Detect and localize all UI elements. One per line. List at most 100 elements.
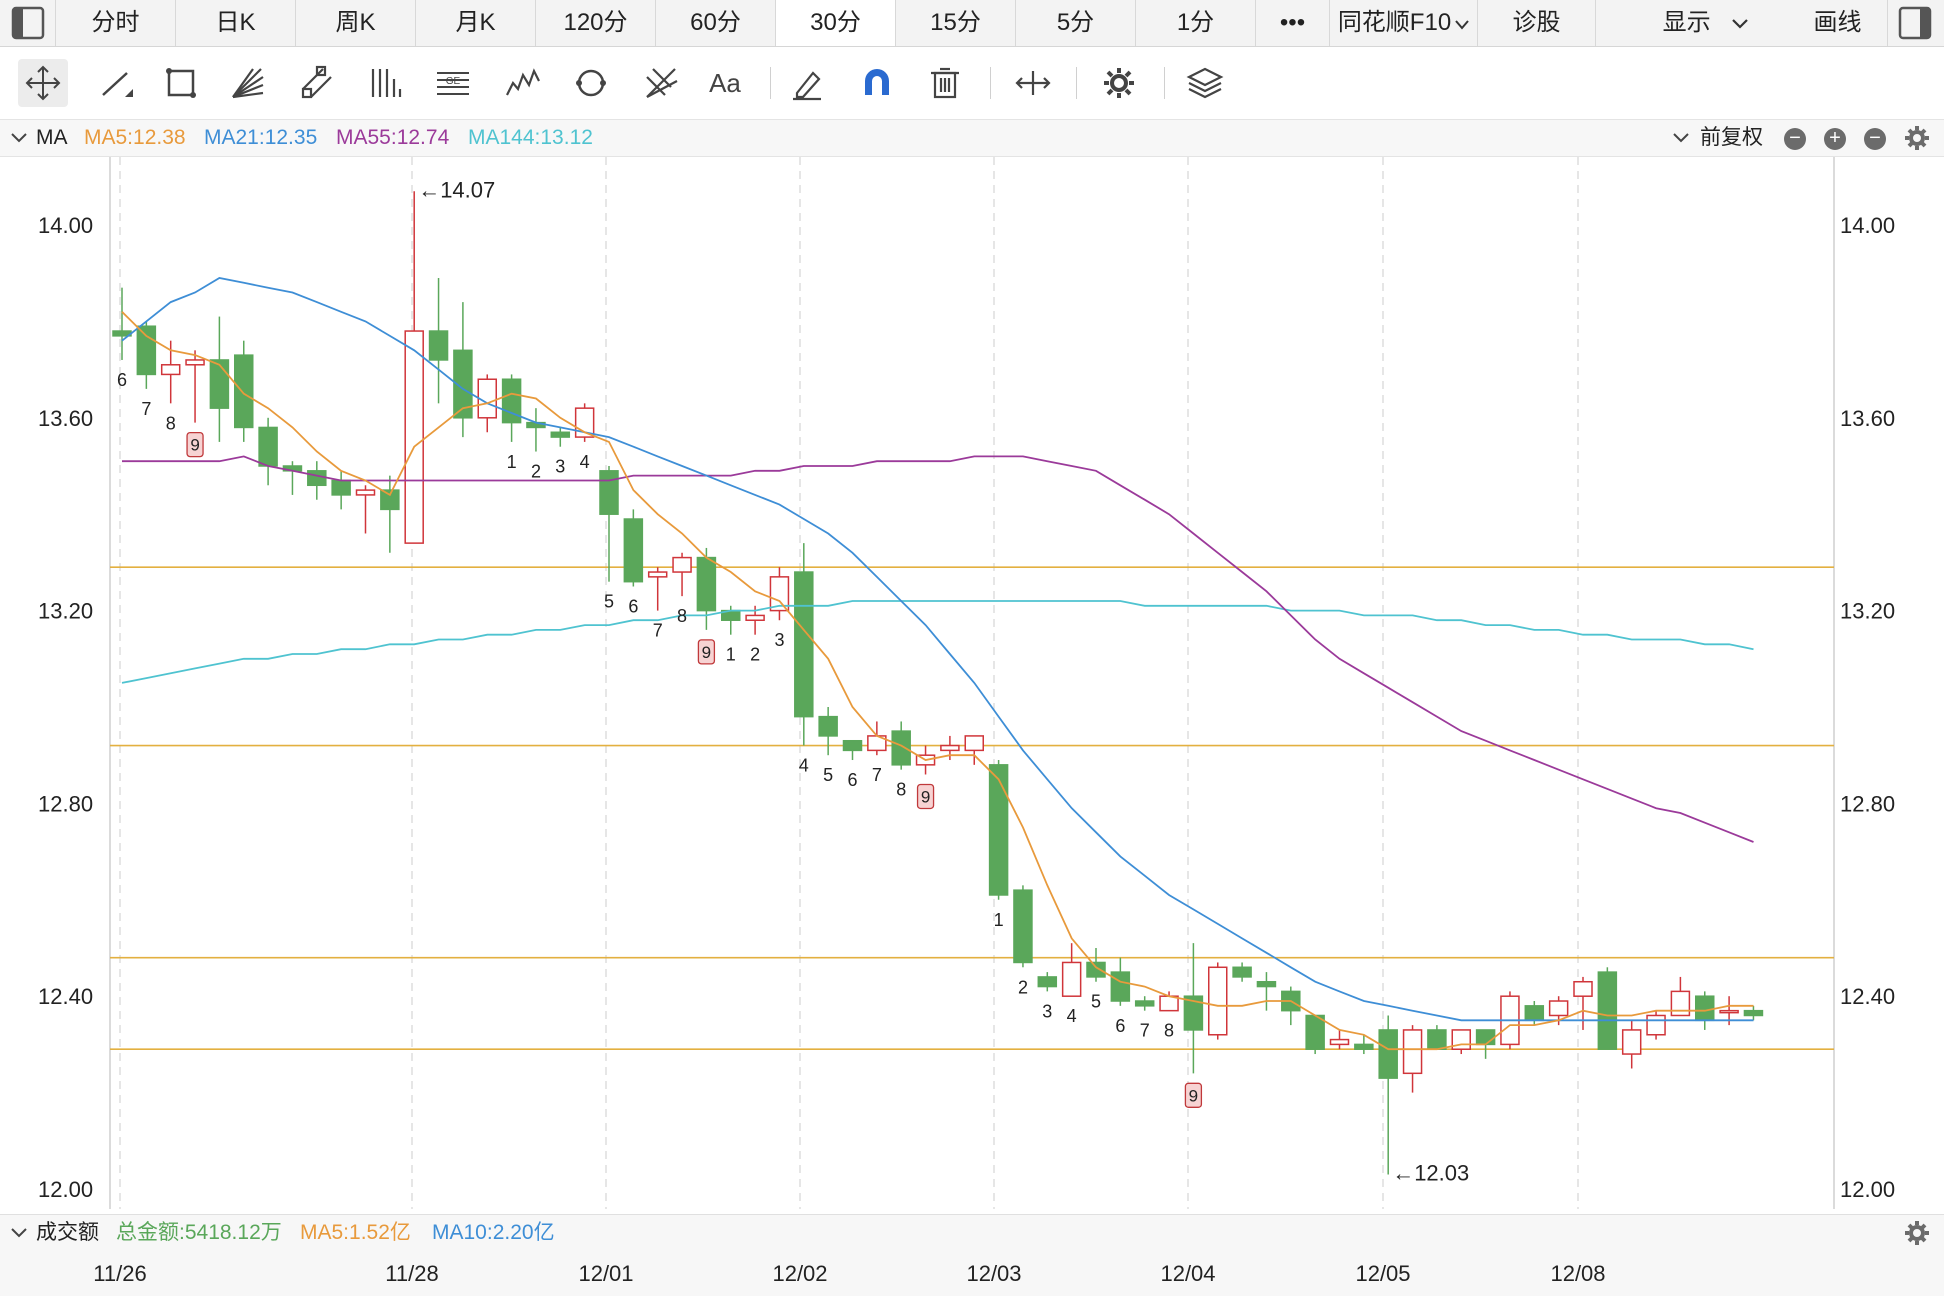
eraser-icon[interactable]	[782, 59, 832, 107]
line-tool-icon[interactable]	[92, 59, 142, 107]
tab-period-4[interactable]: 120分	[536, 0, 656, 46]
candle[interactable]	[1134, 996, 1155, 1011]
candle[interactable]	[1402, 1025, 1423, 1093]
move-cross-icon[interactable]	[18, 59, 68, 107]
tab-period-0[interactable]: 分时	[56, 0, 176, 46]
tab-period-7[interactable]: 15分	[896, 0, 1016, 46]
candle[interactable]	[453, 302, 473, 438]
candle[interactable]	[209, 316, 230, 442]
candle[interactable]	[842, 739, 863, 761]
candle[interactable]	[1208, 962, 1228, 1040]
settings-gear-icon[interactable]	[1094, 59, 1144, 107]
tab-period-8[interactable]: 5分	[1016, 0, 1136, 46]
candle[interactable]	[1670, 976, 1691, 1017]
right-panel-toggle-button[interactable]	[1888, 0, 1944, 46]
gann-icon[interactable]: GE	[428, 59, 478, 107]
candle[interactable]	[1378, 1015, 1398, 1175]
add-indicator-icon[interactable]: +	[1824, 128, 1846, 150]
tab-f10[interactable]: 同花顺F10	[1330, 0, 1478, 46]
tab-more[interactable]: •••	[1256, 0, 1330, 46]
candle[interactable]	[599, 466, 619, 582]
candle[interactable]	[404, 191, 424, 544]
adjust-chevron-icon[interactable]	[1672, 120, 1690, 168]
candle[interactable]	[818, 707, 838, 756]
candle[interactable]	[1086, 948, 1106, 982]
candle[interactable]	[526, 408, 546, 452]
candle[interactable]	[307, 461, 327, 500]
candle[interactable]	[112, 287, 132, 360]
tab-diagnose[interactable]: 诊股	[1478, 0, 1596, 46]
candle[interactable]	[136, 321, 157, 389]
sidebar-toggle-button[interactable]	[0, 0, 56, 46]
candle[interactable]	[1646, 1010, 1666, 1040]
tab-period-2[interactable]: 周K	[296, 0, 416, 46]
candle[interactable]	[647, 567, 668, 611]
candle[interactable]	[574, 403, 595, 442]
collapse-chevron-icon[interactable]	[10, 120, 28, 168]
candle-body	[1524, 1005, 1545, 1022]
volume-collapse-chevron-icon[interactable]	[10, 1215, 28, 1263]
candle[interactable]	[1037, 972, 1058, 992]
fib-fan-icon[interactable]	[636, 59, 686, 107]
candle[interactable]	[1597, 967, 1618, 1050]
candle[interactable]	[1281, 986, 1301, 1026]
candle[interactable]	[988, 760, 1009, 900]
draw-lines-button[interactable]: 画线	[1788, 0, 1888, 46]
candle[interactable]	[672, 552, 692, 597]
candle[interactable]	[1256, 972, 1277, 1011]
candle[interactable]	[696, 547, 717, 630]
candle[interactable]	[331, 470, 351, 510]
cycle-icon[interactable]	[566, 59, 616, 107]
volume-settings-gear-icon[interactable]	[1904, 1215, 1930, 1263]
candle[interactable]	[794, 543, 814, 746]
price-adjust-selector[interactable]: 前复权	[1700, 126, 1763, 149]
candle[interactable]	[1743, 1005, 1764, 1021]
candle[interactable]	[1183, 943, 1204, 1074]
wave-icon[interactable]	[498, 59, 548, 107]
tab-period-1[interactable]: 日K	[176, 0, 296, 46]
candle[interactable]	[1524, 1001, 1545, 1026]
candle[interactable]	[769, 567, 790, 621]
volume-indicator-name[interactable]: 成交额	[36, 1221, 99, 1244]
fan-tool-icon[interactable]	[222, 59, 272, 107]
candle[interactable]	[282, 461, 303, 495]
candle[interactable]	[1232, 962, 1252, 982]
candle[interactable]	[1451, 1029, 1471, 1055]
candle[interactable]	[1354, 1034, 1374, 1055]
candle[interactable]	[501, 374, 522, 442]
expand-horizontal-icon[interactable]	[1008, 59, 1058, 107]
ma-indicator-name[interactable]: MA	[36, 126, 68, 149]
candle[interactable]	[623, 509, 644, 587]
minimize-icon[interactable]: −	[1784, 128, 1806, 150]
candle[interactable]	[1621, 1020, 1642, 1069]
rect-tool-icon[interactable]	[156, 59, 206, 107]
candle[interactable]	[185, 350, 205, 423]
candle[interactable]	[380, 475, 400, 553]
vertical-lines-icon[interactable]	[360, 59, 410, 107]
remove-indicator-icon[interactable]: −	[1864, 128, 1886, 150]
candle[interactable]	[258, 417, 278, 486]
indicator-settings-gear-icon[interactable]	[1904, 120, 1930, 168]
tab-period-5[interactable]: 60分	[656, 0, 776, 46]
magnet-icon[interactable]	[852, 59, 902, 107]
candle[interactable]	[1061, 943, 1082, 997]
candle[interactable]	[234, 340, 254, 442]
candle[interactable]	[1427, 1025, 1447, 1050]
tab-period-3[interactable]: 月K	[416, 0, 536, 46]
candle[interactable]	[1305, 1014, 1325, 1055]
candle[interactable]	[1329, 1029, 1350, 1050]
candle[interactable]	[964, 735, 984, 765]
candle[interactable]	[1573, 976, 1593, 1030]
tab-period-9[interactable]: 1分	[1136, 0, 1256, 46]
tab-period-6[interactable]: 30分	[776, 0, 896, 46]
candle[interactable]	[1013, 885, 1033, 968]
candle[interactable]	[428, 278, 449, 404]
layers-icon[interactable]	[1180, 59, 1230, 107]
parallel-channel-icon[interactable]	[292, 59, 342, 107]
trash-icon[interactable]	[920, 59, 970, 107]
text-tool-icon[interactable]: Aa	[700, 59, 750, 107]
candle[interactable]	[355, 485, 376, 534]
display-menu-button[interactable]: 显示	[1596, 0, 1816, 46]
candle[interactable]	[550, 427, 571, 447]
